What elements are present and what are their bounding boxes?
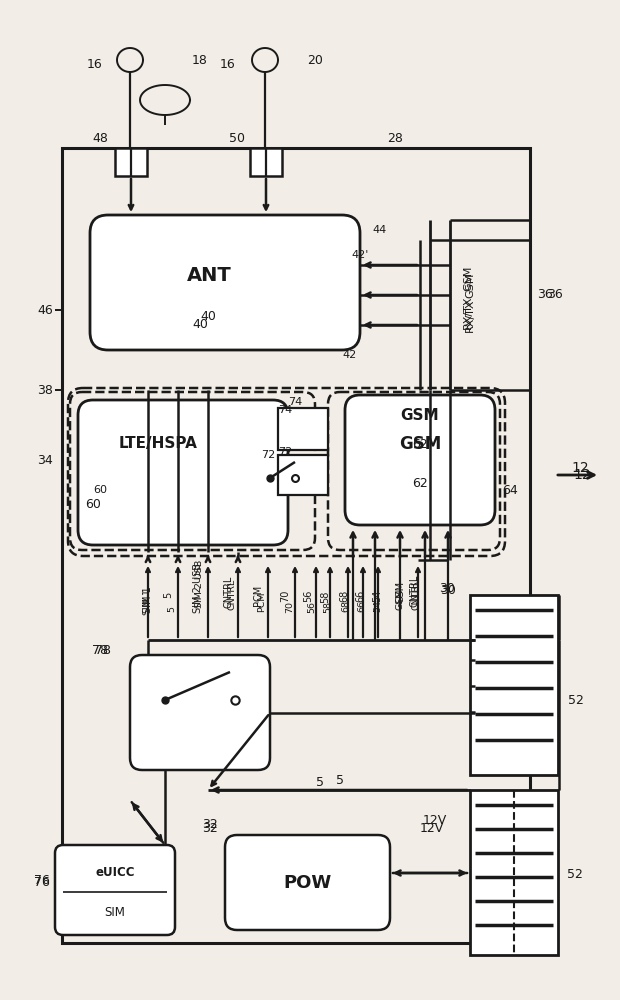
FancyBboxPatch shape (130, 655, 270, 770)
FancyBboxPatch shape (225, 835, 390, 930)
Text: 5: 5 (163, 592, 173, 598)
Text: 30: 30 (439, 582, 455, 594)
Text: 32: 32 (202, 822, 218, 834)
Text: 44: 44 (373, 225, 387, 235)
Text: 48: 48 (92, 131, 108, 144)
Text: 5: 5 (316, 776, 324, 788)
FancyBboxPatch shape (78, 400, 288, 545)
Bar (278, 455, 328, 495)
Text: RX/TX: RX/TX (465, 298, 475, 332)
Text: 54: 54 (372, 590, 382, 602)
Text: 20: 20 (307, 53, 323, 66)
Text: 68: 68 (339, 590, 349, 602)
Text: 54: 54 (373, 600, 383, 612)
Text: 76: 76 (34, 874, 50, 886)
Text: 12V: 12V (420, 822, 444, 834)
Text: RX/TX: RX/TX (463, 295, 473, 329)
Text: 64: 64 (502, 484, 518, 496)
Text: 36: 36 (537, 288, 553, 302)
Text: GSM: GSM (395, 581, 405, 603)
Text: SIM: SIM (105, 906, 125, 919)
Text: 52: 52 (568, 694, 584, 706)
Text: GSM: GSM (463, 265, 473, 291)
Text: 62: 62 (412, 438, 428, 452)
Text: 52: 52 (567, 868, 583, 882)
Text: 78: 78 (95, 644, 111, 656)
Text: 66: 66 (355, 590, 365, 602)
Text: 46: 46 (37, 304, 53, 316)
Text: 42: 42 (343, 350, 357, 360)
Text: 30: 30 (440, 584, 456, 596)
Text: GSM: GSM (401, 408, 440, 422)
Text: CNTRL: CNTRL (410, 575, 420, 607)
Text: 18: 18 (192, 53, 208, 66)
Bar (278, 408, 328, 450)
FancyBboxPatch shape (90, 215, 360, 350)
Bar (62, 148, 530, 943)
Text: LTE/HSPA: LTE/HSPA (118, 436, 197, 451)
Text: 74: 74 (278, 405, 292, 415)
Text: 56: 56 (308, 601, 316, 613)
Text: CNTRL: CNTRL (228, 579, 236, 610)
Text: SIM 1: SIM 1 (143, 589, 153, 615)
Text: 28: 28 (387, 131, 403, 144)
Text: 12: 12 (571, 461, 589, 475)
Text: 38: 38 (37, 383, 53, 396)
Text: PCM: PCM (257, 591, 267, 612)
Text: 70: 70 (280, 590, 290, 602)
Bar (470, 595, 558, 775)
FancyBboxPatch shape (55, 845, 175, 935)
Text: 5: 5 (336, 774, 344, 786)
Text: 70: 70 (285, 601, 294, 613)
Text: 16: 16 (220, 58, 236, 72)
Text: 58: 58 (324, 601, 332, 613)
Text: GSM: GSM (396, 589, 404, 610)
Text: 36: 36 (547, 288, 563, 302)
FancyBboxPatch shape (345, 395, 495, 525)
Text: 50: 50 (229, 131, 245, 144)
Text: POW: POW (283, 874, 332, 892)
Text: 12V: 12V (423, 814, 447, 826)
Text: 60: 60 (93, 485, 107, 495)
Text: 72: 72 (261, 450, 275, 460)
Text: PCM: PCM (253, 584, 263, 606)
Text: SIM 1: SIM 1 (143, 587, 153, 613)
Text: GSM: GSM (399, 435, 441, 453)
Text: 42': 42' (352, 250, 369, 260)
Text: 74: 74 (288, 397, 302, 407)
Text: 62: 62 (412, 477, 428, 490)
Text: 40: 40 (201, 310, 217, 323)
Bar (250, 148, 282, 176)
Text: 32: 32 (202, 818, 218, 832)
Text: 58: 58 (320, 591, 330, 603)
Bar (115, 148, 147, 176)
Text: CNTRL: CNTRL (223, 576, 233, 608)
Text: 66: 66 (358, 600, 366, 612)
Text: GSM: GSM (465, 272, 475, 298)
Text: 12: 12 (573, 468, 591, 482)
Bar (470, 790, 558, 955)
Text: SIM 2 USB: SIM 2 USB (193, 563, 203, 613)
Text: 60: 60 (85, 498, 101, 511)
Text: 78: 78 (92, 644, 108, 656)
Text: 34: 34 (37, 454, 53, 466)
Text: 40: 40 (192, 318, 208, 332)
Text: SIM 2 USB: SIM 2 USB (195, 560, 205, 608)
Text: ANT: ANT (187, 266, 231, 285)
Text: CNTRL: CNTRL (412, 579, 420, 610)
Text: 68: 68 (342, 600, 350, 612)
Text: 16: 16 (87, 58, 103, 72)
Text: eUICC: eUICC (95, 865, 135, 879)
Text: 72: 72 (278, 447, 292, 457)
Text: 56: 56 (303, 590, 313, 602)
Text: 5: 5 (167, 606, 177, 612)
Text: 76: 76 (34, 876, 50, 888)
